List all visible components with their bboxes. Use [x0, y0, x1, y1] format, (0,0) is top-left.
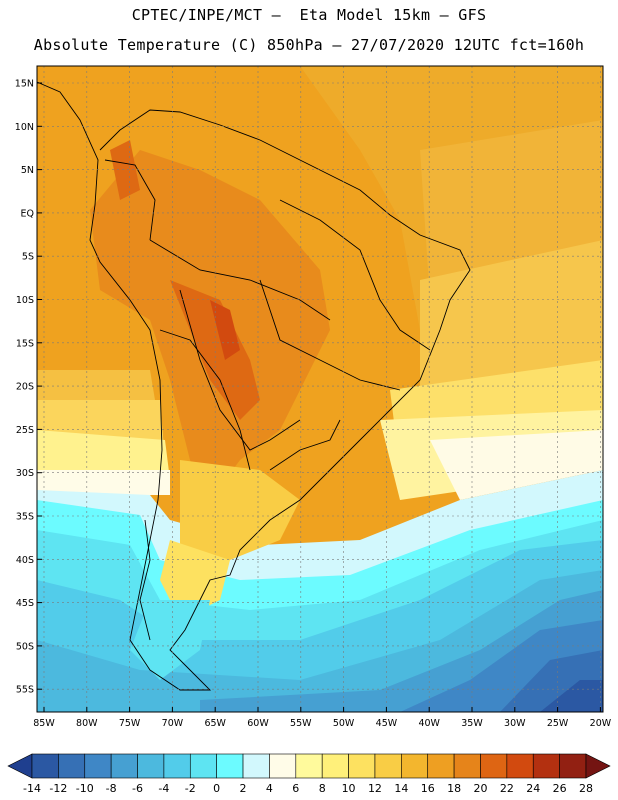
- coastlines: [37, 81, 471, 691]
- lat-label: 15S: [16, 338, 34, 349]
- lon-label: 65W: [204, 718, 226, 729]
- colorbar-swatch: [348, 753, 376, 779]
- colorbar-swatch: [453, 753, 481, 779]
- lon-label: 80W: [76, 718, 98, 729]
- colorbar-label: 2: [240, 782, 247, 795]
- lat-label: 25S: [16, 425, 34, 436]
- lat-label: EQ: [21, 208, 34, 219]
- map-frame: [36, 65, 604, 713]
- colorbar-label: 12: [368, 782, 382, 795]
- colorbar-label: -12: [49, 782, 67, 795]
- colorbar-label: -14: [23, 782, 41, 795]
- lon-label: 40W: [418, 718, 440, 729]
- lat-label: 20S: [16, 382, 34, 393]
- colorbar-label: 0: [213, 782, 220, 795]
- colorbar-swatch: [480, 753, 508, 779]
- latitude-labels: 15N 10N 5N EQ 5S 10S 15S 20S 25S 30S 35S 40S 45S 50S 5…: [15, 79, 42, 696]
- colorbar-swatch: [559, 753, 587, 779]
- colorbar-label: -2: [185, 782, 196, 795]
- colorbar-label: 28: [579, 782, 593, 795]
- colorbar-swatch: [189, 753, 217, 779]
- lat-label: 50S: [16, 641, 34, 652]
- colorbar-label: -4: [158, 782, 169, 795]
- lon-label: 20W: [590, 718, 612, 729]
- colorbar-label: 10: [342, 782, 356, 795]
- colorbar-swatch: [427, 753, 455, 779]
- chart-title-line-1: CPTEC/INPE/MCT – Eta Model 15km – GFS: [131, 6, 487, 24]
- colorbar-swatch: [506, 753, 534, 779]
- colorbar-label: 24: [526, 782, 540, 795]
- colorbar-swatch: [58, 753, 86, 779]
- lon-label: 35W: [461, 718, 483, 729]
- lat-label: 5S: [22, 252, 34, 263]
- colorbar-label: 22: [500, 782, 514, 795]
- lon-label: 25W: [547, 718, 569, 729]
- lat-label: 10S: [16, 295, 34, 306]
- colorbar: -14 -12 -10 -8 -6 -4 -2 0 2 4 6 8 10 12 14 16 18 20 22 24 26…: [7, 753, 611, 795]
- colorbar-label: 20: [473, 782, 487, 795]
- colorbar-swatch: [401, 753, 429, 779]
- lon-label: 50W: [333, 718, 355, 729]
- lat-label: 40S: [16, 555, 34, 566]
- colorbar-under-arrow: [7, 753, 33, 779]
- colorbar-swatch: [110, 753, 138, 779]
- lat-label: 55S: [16, 685, 34, 696]
- colorbar-label: 8: [319, 782, 326, 795]
- lat-label: 5N: [21, 165, 34, 176]
- colorbar-label: 14: [394, 782, 408, 795]
- graticule: [37, 66, 603, 712]
- colorbar-label: 18: [447, 782, 461, 795]
- colorbar-swatch: [532, 753, 560, 779]
- lat-label: 10N: [15, 122, 34, 133]
- lat-label: 35S: [16, 512, 34, 523]
- longitude-labels: 85W 80W 75W 70W 65W 60W 55W 50W 45W 40W 35W 30W 25W 2…: [33, 707, 612, 729]
- colorbar-label: -10: [76, 782, 94, 795]
- colorbar-swatch: [269, 753, 297, 779]
- colorbar-swatch: [137, 753, 165, 779]
- lat-label: 30S: [16, 468, 34, 479]
- lon-label: 30W: [504, 718, 526, 729]
- temperature-field: [37, 66, 603, 712]
- lat-label: 15N: [15, 79, 34, 90]
- colorbar-label: 4: [266, 782, 273, 795]
- chart-title-line-2: Absolute Temperature (C) 850hPa – 27/07/…: [33, 36, 585, 54]
- colorbar-swatch: [295, 753, 323, 779]
- colorbar-label: -6: [132, 782, 143, 795]
- lat-label: 45S: [16, 598, 34, 609]
- colorbar-swatch: [216, 753, 244, 779]
- colorbar-label: 6: [292, 782, 299, 795]
- colorbar-swatch: [31, 753, 59, 779]
- colorbar-label: 16: [421, 782, 435, 795]
- lon-label: 55W: [290, 718, 312, 729]
- lon-label: 75W: [119, 718, 141, 729]
- colorbar-swatch: [242, 753, 270, 779]
- colorbar-label: -8: [106, 782, 117, 795]
- colorbar-swatch: [321, 753, 349, 779]
- colorbar-label: 26: [553, 782, 567, 795]
- colorbar-swatch: [84, 753, 112, 779]
- lon-label: 85W: [33, 718, 55, 729]
- lon-label: 45W: [376, 718, 398, 729]
- lon-label: 70W: [162, 718, 184, 729]
- colorbar-swatch: [374, 753, 402, 779]
- colorbar-swatch: [163, 753, 191, 779]
- colorbar-over-arrow: [585, 753, 611, 779]
- lon-label: 60W: [247, 718, 269, 729]
